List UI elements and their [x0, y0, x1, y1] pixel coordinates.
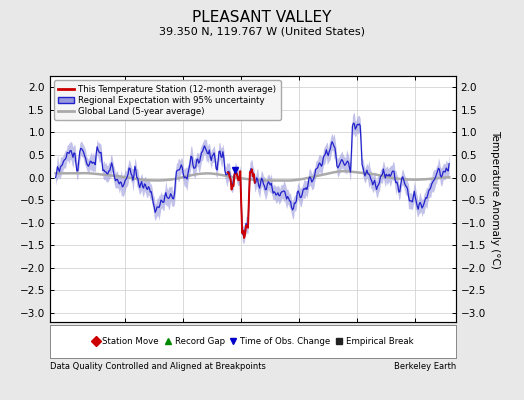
- Legend: This Temperature Station (12-month average), Regional Expectation with 95% uncer: This Temperature Station (12-month avera…: [54, 80, 280, 120]
- Text: Berkeley Earth: Berkeley Earth: [394, 362, 456, 371]
- Text: 39.350 N, 119.767 W (United States): 39.350 N, 119.767 W (United States): [159, 26, 365, 36]
- Y-axis label: Temperature Anomaly (°C): Temperature Anomaly (°C): [490, 130, 500, 268]
- Text: Data Quality Controlled and Aligned at Breakpoints: Data Quality Controlled and Aligned at B…: [50, 362, 266, 371]
- Text: PLEASANT VALLEY: PLEASANT VALLEY: [192, 10, 332, 25]
- Legend: Station Move, Record Gap, Time of Obs. Change, Empirical Break: Station Move, Record Gap, Time of Obs. C…: [90, 335, 416, 348]
